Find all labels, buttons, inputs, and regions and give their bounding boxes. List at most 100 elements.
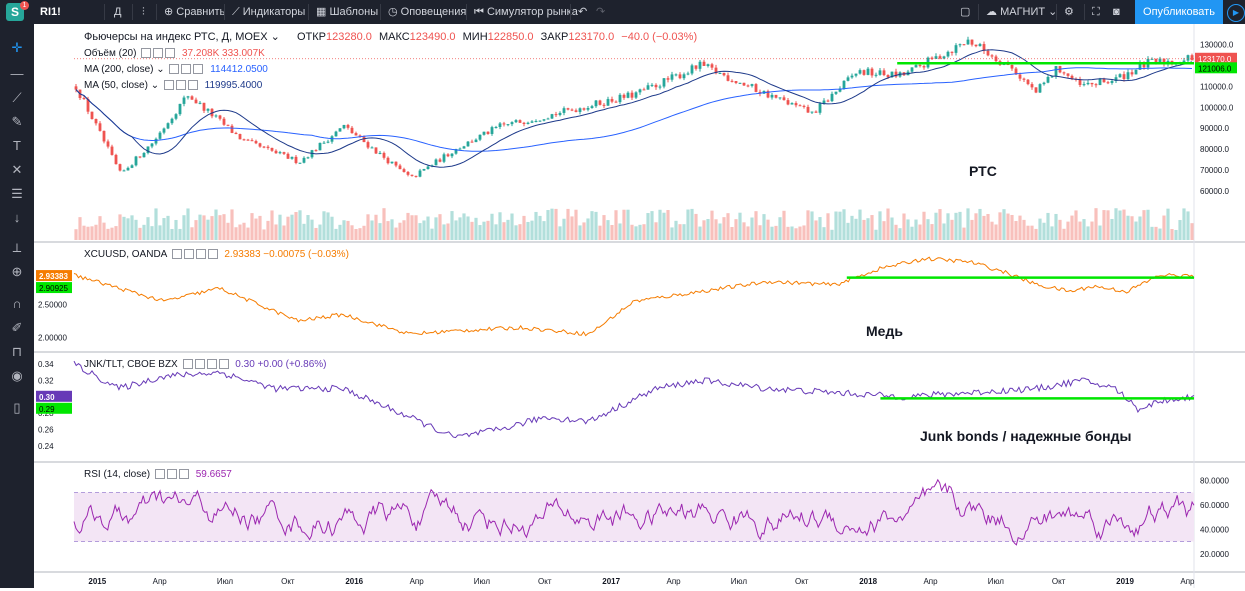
- close-icon[interactable]: [178, 469, 189, 480]
- close-icon[interactable]: [195, 249, 206, 260]
- indicators-button[interactable]: ⟋ Индикаторы: [232, 0, 305, 24]
- candle-body: [534, 120, 538, 122]
- camera-icon[interactable]: ◙: [1113, 6, 1120, 18]
- chart-area[interactable]: 130000.0120000.0110000.0100000.090000.08…: [34, 24, 1245, 591]
- undo-icon[interactable]: ↶: [578, 6, 588, 18]
- eye-icon[interactable]: ◉: [11, 368, 23, 383]
- volume-bar: [1186, 211, 1190, 240]
- volume-bar: [350, 225, 354, 240]
- candle-body: [74, 86, 78, 90]
- volume-legend[interactable]: Объём (20) 37.208K 333.007K: [84, 48, 265, 59]
- pencil-lock-icon[interactable]: ✐: [11, 320, 23, 335]
- volume-bar: [622, 209, 626, 240]
- chevron-down-icon[interactable]: ⌄: [153, 64, 165, 75]
- chart-type-icon[interactable]: ⫶: [142, 6, 145, 18]
- ma200-legend[interactable]: MA (200, close) ⌄ 114412.0500: [84, 64, 268, 75]
- candle-body: [814, 111, 818, 113]
- volume-bar: [778, 217, 782, 240]
- simulator-button[interactable]: ⏮ Симулятор рынка: [474, 0, 578, 24]
- candle-body: [710, 64, 714, 68]
- candle-body: [750, 84, 754, 86]
- volume-bar: [558, 226, 562, 240]
- trash-icon[interactable]: ▯: [13, 400, 21, 415]
- ruler-icon[interactable]: ⟂: [12, 240, 22, 255]
- chevron-down-icon[interactable]: ⌄: [147, 80, 160, 91]
- volume-bar: [890, 217, 894, 240]
- close-icon[interactable]: [206, 359, 217, 370]
- annotation-junk[interactable]: Junk bonds / надежные бонды: [920, 428, 1132, 444]
- logo-icon[interactable]: S: [6, 3, 24, 21]
- high-value: 123490.0: [409, 31, 456, 43]
- alerts-button[interactable]: ◷ Оповещения: [388, 0, 466, 24]
- rsi-legend[interactable]: RSI (14, close) 59.6657: [84, 469, 232, 480]
- fullscreen-icon[interactable]: ⛶: [1092, 6, 1100, 18]
- eye-icon[interactable]: [169, 64, 180, 75]
- volume-bar: [982, 215, 986, 240]
- fib-icon[interactable]: ☰: [11, 186, 23, 201]
- more-icon[interactable]: [218, 359, 229, 370]
- annotation-copper[interactable]: Медь: [866, 323, 903, 339]
- copper-legend[interactable]: XCUUSD, OANDA 2.93383 −0.00075 (−0.03%): [84, 249, 349, 260]
- gear-icon[interactable]: [166, 469, 177, 480]
- volume-bar: [798, 226, 802, 240]
- close-icon[interactable]: [187, 80, 198, 91]
- templates-button[interactable]: ▦ Шаблоны: [316, 0, 378, 24]
- play-icon[interactable]: ▶: [1227, 4, 1245, 22]
- candle-body: [746, 85, 750, 87]
- eye-icon[interactable]: [154, 469, 165, 480]
- close-icon[interactable]: [165, 48, 176, 59]
- more-icon[interactable]: [207, 249, 218, 260]
- eye-icon[interactable]: [182, 359, 193, 370]
- gear-icon[interactable]: [175, 80, 186, 91]
- magnet-icon[interactable]: ∩: [12, 296, 22, 311]
- candle-body: [810, 111, 814, 113]
- trend-line-icon[interactable]: ⟋: [12, 90, 22, 105]
- eye-icon[interactable]: [171, 249, 182, 260]
- layout-icon[interactable]: ▢: [960, 6, 971, 18]
- candle-body: [298, 162, 302, 164]
- candle-body: [110, 146, 114, 155]
- crosshair-icon[interactable]: ✛: [11, 40, 23, 55]
- gear-icon[interactable]: ⚙: [1064, 6, 1074, 18]
- symbol-search[interactable]: RI1!: [40, 6, 61, 18]
- chevron-down-icon[interactable]: ⌄: [270, 31, 283, 43]
- text-icon[interactable]: T: [13, 138, 21, 153]
- zoom-icon[interactable]: ⊕: [11, 264, 23, 279]
- candle-body: [674, 74, 678, 76]
- brush-icon[interactable]: ✎: [11, 114, 23, 129]
- candle-body: [290, 156, 294, 159]
- gear-icon[interactable]: [183, 249, 194, 260]
- gear-icon[interactable]: [153, 48, 164, 59]
- ratio-legend[interactable]: JNK/TLT, CBOE BZX 0.30 +0.00 (+0.86%): [84, 359, 326, 370]
- horizontal-line-icon[interactable]: —: [10, 66, 24, 81]
- candle-body: [1158, 58, 1162, 63]
- chart-canvas[interactable]: 130000.0120000.0110000.0100000.090000.08…: [34, 24, 1245, 588]
- series-title: Фьючерсы на индекс РТС, Д, MOEX: [84, 31, 268, 43]
- gear-icon[interactable]: [181, 64, 192, 75]
- arrow-down-icon[interactable]: ↓: [13, 210, 21, 225]
- ratio-title: JNK/TLT, CBOE BZX: [84, 359, 178, 370]
- volume-bar: [1094, 208, 1098, 240]
- redo-icon[interactable]: ↷: [596, 6, 606, 18]
- eye-icon[interactable]: [163, 80, 174, 91]
- eye-icon[interactable]: [141, 48, 152, 59]
- layout-name[interactable]: ☁ МАГНИТ ⌄: [986, 0, 1057, 24]
- gear-icon[interactable]: [194, 359, 205, 370]
- compare-button[interactable]: ⊕ Сравнить: [164, 0, 225, 24]
- close-icon[interactable]: [193, 64, 204, 75]
- volume-bar: [886, 208, 890, 240]
- time-axis-label: Окт: [281, 577, 295, 586]
- main-legend[interactable]: Фьючерсы на индекс РТС, Д, MOEX ⌄ ОТКР12…: [84, 30, 697, 43]
- volume-bar: [1114, 208, 1118, 240]
- annotation-rts[interactable]: РТС: [969, 163, 997, 179]
- candle-body: [782, 97, 786, 101]
- publish-button[interactable]: Опубликовать: [1135, 0, 1223, 24]
- lock-icon[interactable]: ⊓: [11, 344, 23, 359]
- pattern-icon[interactable]: ✕: [11, 162, 23, 177]
- candle-body: [930, 57, 934, 59]
- candle-body: [94, 118, 98, 124]
- interval-button[interactable]: Д: [114, 6, 122, 18]
- volume-bar: [206, 219, 210, 240]
- ma50-legend[interactable]: MA (50, close) ⌄ 119995.4000: [84, 80, 262, 91]
- candle-body: [406, 171, 410, 175]
